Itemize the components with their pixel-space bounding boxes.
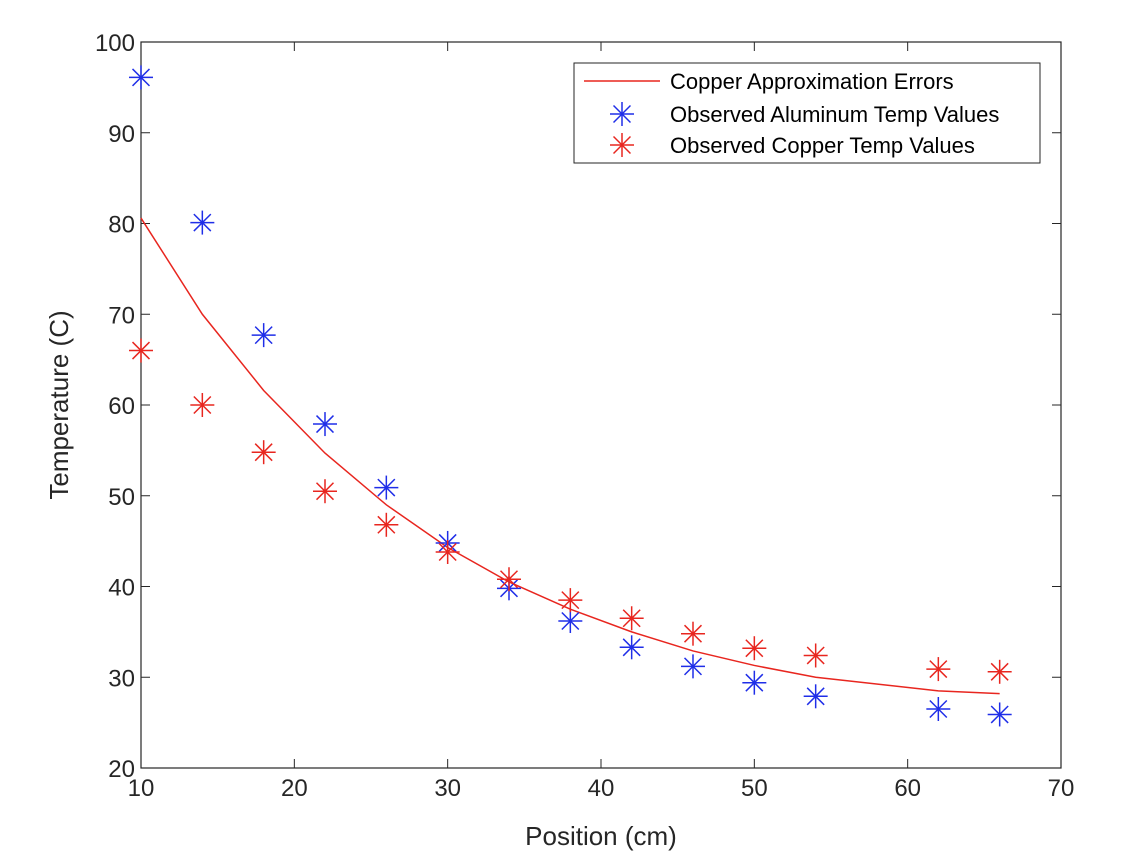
legend-label-copper: Observed Copper Temp Values [670,133,975,158]
aluminum-point [742,670,767,695]
copper-point [987,659,1012,684]
copper-point [619,606,644,631]
aluminum-point [190,210,215,235]
y-tick-label: 30 [108,665,135,692]
legend-marker-aluminum [610,102,634,126]
y-tick-label: 60 [108,393,135,420]
copper-point [803,643,828,668]
legend: Copper Approximation Errors Observed Alu… [573,62,1041,164]
y-tick-label: 100 [95,30,135,57]
x-tick-label: 50 [741,775,768,802]
aluminum-point [681,654,705,679]
y-tick-label: 20 [108,756,135,783]
x-tick-label: 60 [894,775,921,802]
copper-point [497,567,521,592]
aluminum-point [129,65,153,90]
aluminum-point [987,702,1012,727]
aluminum-point [251,323,276,348]
y-tick-label: 70 [108,302,135,329]
legend-marker-copper [610,133,634,157]
series-line-copper-approximation [140,217,1000,695]
x-tick-label: 40 [588,775,615,802]
legend-asterisk-aluminum [610,102,634,126]
copper-point [251,440,276,465]
copper-point [926,657,951,682]
x-tick-label: 20 [281,775,308,802]
legend-box [573,62,1041,164]
x-tick-label: 70 [1048,775,1075,802]
copper-point [374,512,399,537]
y-tick-label: 90 [108,121,135,148]
legend-asterisk-copper [610,133,634,157]
series-layer [129,65,1012,727]
legend-label-aluminum: Observed Aluminum Temp Values [670,102,999,127]
copper-point [313,479,337,504]
aluminum-point [374,475,399,500]
aluminum-point [313,412,337,437]
aluminum-point [558,608,583,633]
copper-point [129,338,153,363]
copper-point [190,393,215,417]
copper-point [435,540,460,565]
copper-point [558,588,583,613]
aluminum-point [803,684,828,709]
aluminum-point [619,635,644,660]
y-axis-label: Temperature (C) [44,310,74,499]
y-tick-label: 80 [108,212,135,239]
x-axis-label: Position (cm) [525,821,677,851]
y-tick-label: 40 [108,575,135,602]
y-tick-label: 50 [108,484,135,511]
x-tick-label: 30 [434,775,461,802]
copper-point [681,621,705,646]
aluminum-point [926,697,951,722]
copper-point [742,636,767,661]
legend-label-copper-approximation: Copper Approximation Errors [670,69,954,94]
x-tick-label: 10 [128,775,155,802]
